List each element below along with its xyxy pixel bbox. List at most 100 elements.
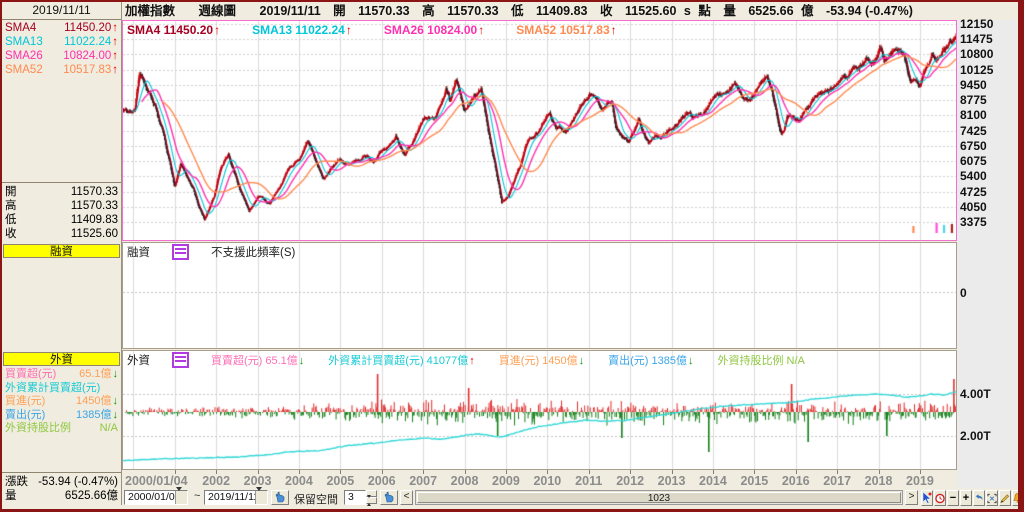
x-axis-tick (547, 470, 549, 474)
clock-icon (935, 493, 945, 503)
x-axis-tick (630, 470, 632, 474)
foreign-stat-label: 外資累計買賣超(元) (5, 381, 101, 394)
change-row: 量 6525.66億 (2, 489, 121, 503)
arrow-down-icon: ↓ (688, 355, 694, 367)
scroll-right-button[interactable]: > (905, 490, 918, 505)
zoom-out-button[interactable]: − (947, 490, 959, 506)
volume-value: 6525.66 (748, 4, 794, 18)
foreign-stat-value: 65.1億↓ (79, 368, 118, 380)
arrow-down-icon: ↓ (298, 355, 305, 367)
foreign-stat-row: 買進(元) 1450億↓ (2, 395, 121, 409)
arrow-down-icon: ↓ (112, 408, 119, 421)
hand-icon (275, 491, 285, 503)
sma-row: SMA52 10517.83↑ (2, 63, 121, 77)
sidebar-date: 2019/11/11 (2, 2, 121, 20)
draw-tool-button[interactable] (999, 490, 1011, 506)
x-axis-year-label: 2004 (285, 474, 313, 488)
foreign-stat-label: 賣出(元) (5, 408, 46, 421)
sma-value: 11450.20↑ (64, 22, 118, 34)
sma-panel: SMA4 11450.20↑ SMA13 11022.24↑ SMA26 10824.00… (2, 21, 121, 77)
x-axis-year-label: 2013 (657, 474, 686, 488)
undo-icon (975, 494, 983, 500)
x-axis-tick (754, 470, 756, 474)
chevron-down-icon[interactable] (255, 487, 267, 506)
x-axis-year-label: 2012 (616, 474, 645, 488)
x-axis-tick (216, 470, 218, 474)
instrument-name: 加權指數 (125, 4, 176, 18)
to-date-combo[interactable]: 2019/11/11 (204, 487, 268, 506)
arrow-up-icon: ↑ (112, 22, 118, 34)
indicator-settings-icon[interactable] (172, 352, 189, 368)
hand-tool-button-2[interactable] (380, 490, 398, 505)
alert-button[interactable] (1012, 490, 1018, 506)
foreign-panel-title: 外資 (127, 355, 150, 367)
bottom-toolbar: 2000/01/04 ~ 2019/11/11 保留空間 3 < 1023 > (122, 487, 1018, 509)
ohlc-value: 11525.60 (70, 228, 118, 240)
scroll-left-button[interactable]: < (400, 490, 413, 505)
keep-space-input[interactable]: 3 (344, 490, 366, 505)
expand-icon (987, 493, 997, 503)
zoom-in-button[interactable]: + (960, 490, 972, 506)
arrow-up-icon: ↑ (112, 64, 118, 76)
time-tool-button[interactable] (934, 490, 946, 506)
sma-label: SMA4 (5, 22, 37, 34)
foreign-stat-row: 外資持股比例 N/A (2, 422, 121, 436)
margin-chart-canvas[interactable] (123, 243, 956, 348)
arrow-up-icon: ↑ (214, 23, 221, 37)
y-axis-label: 8100 (960, 108, 987, 123)
x-axis-year-label: 2011 (575, 474, 603, 488)
foreign-chart-canvas[interactable] (123, 351, 956, 469)
volume-label: 量 (723, 4, 736, 18)
hand-tool-button[interactable] (271, 490, 289, 505)
margin-panel: 融資 不支援此頻率(S) (122, 242, 957, 349)
sma-label: SMA13 (5, 36, 43, 48)
y-axis-label: 3375 (960, 215, 987, 229)
change-label: 量 (5, 490, 17, 502)
chart-scrollbar[interactable]: 1023 (415, 490, 903, 505)
change-value: -53.94 (-0.47%) (38, 476, 118, 488)
keep-space-label: 保留空間 (294, 494, 338, 506)
foreign-axis-label: 2.00T (960, 429, 991, 443)
ohlc-value: 11409.83 (70, 214, 118, 226)
legend-item: SMA52 10517.83↑ (516, 23, 617, 37)
x-axis-year-label: 2019 (906, 474, 934, 488)
x-axis-year-label: 2018 (864, 474, 893, 488)
arrow-up-icon: ↑ (469, 355, 475, 367)
indicator-settings-icon[interactable] (172, 244, 189, 260)
x-axis-year-label: 2014 (699, 474, 727, 488)
ohlc-row: 收 11525.60 (2, 227, 121, 241)
x-axis-tick (671, 470, 673, 474)
ohlc-label: 收 (5, 228, 17, 240)
y-axis-label: 8775 (960, 93, 987, 108)
x-axis-tick (464, 470, 466, 474)
foreign-panel: 外資 買賣超(元) 65.1億↓ 外資累計買賣超(元) 41077億↑ 買進(元) … (122, 350, 957, 470)
ohlc-label: 低 (5, 214, 17, 226)
price-chart-canvas[interactable] (123, 21, 956, 240)
x-axis-tick (423, 470, 425, 474)
timeframe-label: 週線圖 (198, 4, 237, 18)
margin-panel-title: 融資 (127, 247, 150, 259)
to-date-value: 2019/11/11 (208, 491, 259, 503)
open-value: 11570.33 (358, 4, 410, 18)
keep-space-stepper[interactable] (366, 489, 377, 509)
scrollbar-thumb[interactable]: 1023 (417, 492, 901, 504)
point-label: 點 (698, 4, 711, 18)
foreign-stat-row: 買賣超(元) 65.1億↓ (2, 368, 121, 382)
x-axis-year-label: 2003 (243, 474, 272, 488)
high-label: 高 (422, 4, 435, 18)
x-axis-year-label: 2016 (781, 474, 810, 488)
stepper-up-icon[interactable] (366, 489, 377, 506)
y-axis-label: 10125 (960, 62, 994, 77)
foreign-header-stat: 外資累計買賣超(元) 41077億↑ (328, 355, 475, 367)
fullscreen-button[interactable] (986, 490, 998, 506)
y-axis-label: 6075 (960, 154, 987, 169)
undo-button[interactable] (973, 490, 985, 506)
chevron-down-icon[interactable] (175, 487, 187, 506)
stepper-down-icon[interactable] (366, 495, 377, 509)
foreign-stat-label: 買進(元) (5, 395, 46, 408)
from-date-combo[interactable]: 2000/01/04 (124, 487, 188, 506)
cursor-tool-button[interactable] (921, 490, 933, 506)
x-axis-year-label: 2005 (326, 474, 355, 488)
foreign-stat-value: N/A (99, 422, 118, 435)
margin-zero-label: 0 (960, 286, 967, 300)
